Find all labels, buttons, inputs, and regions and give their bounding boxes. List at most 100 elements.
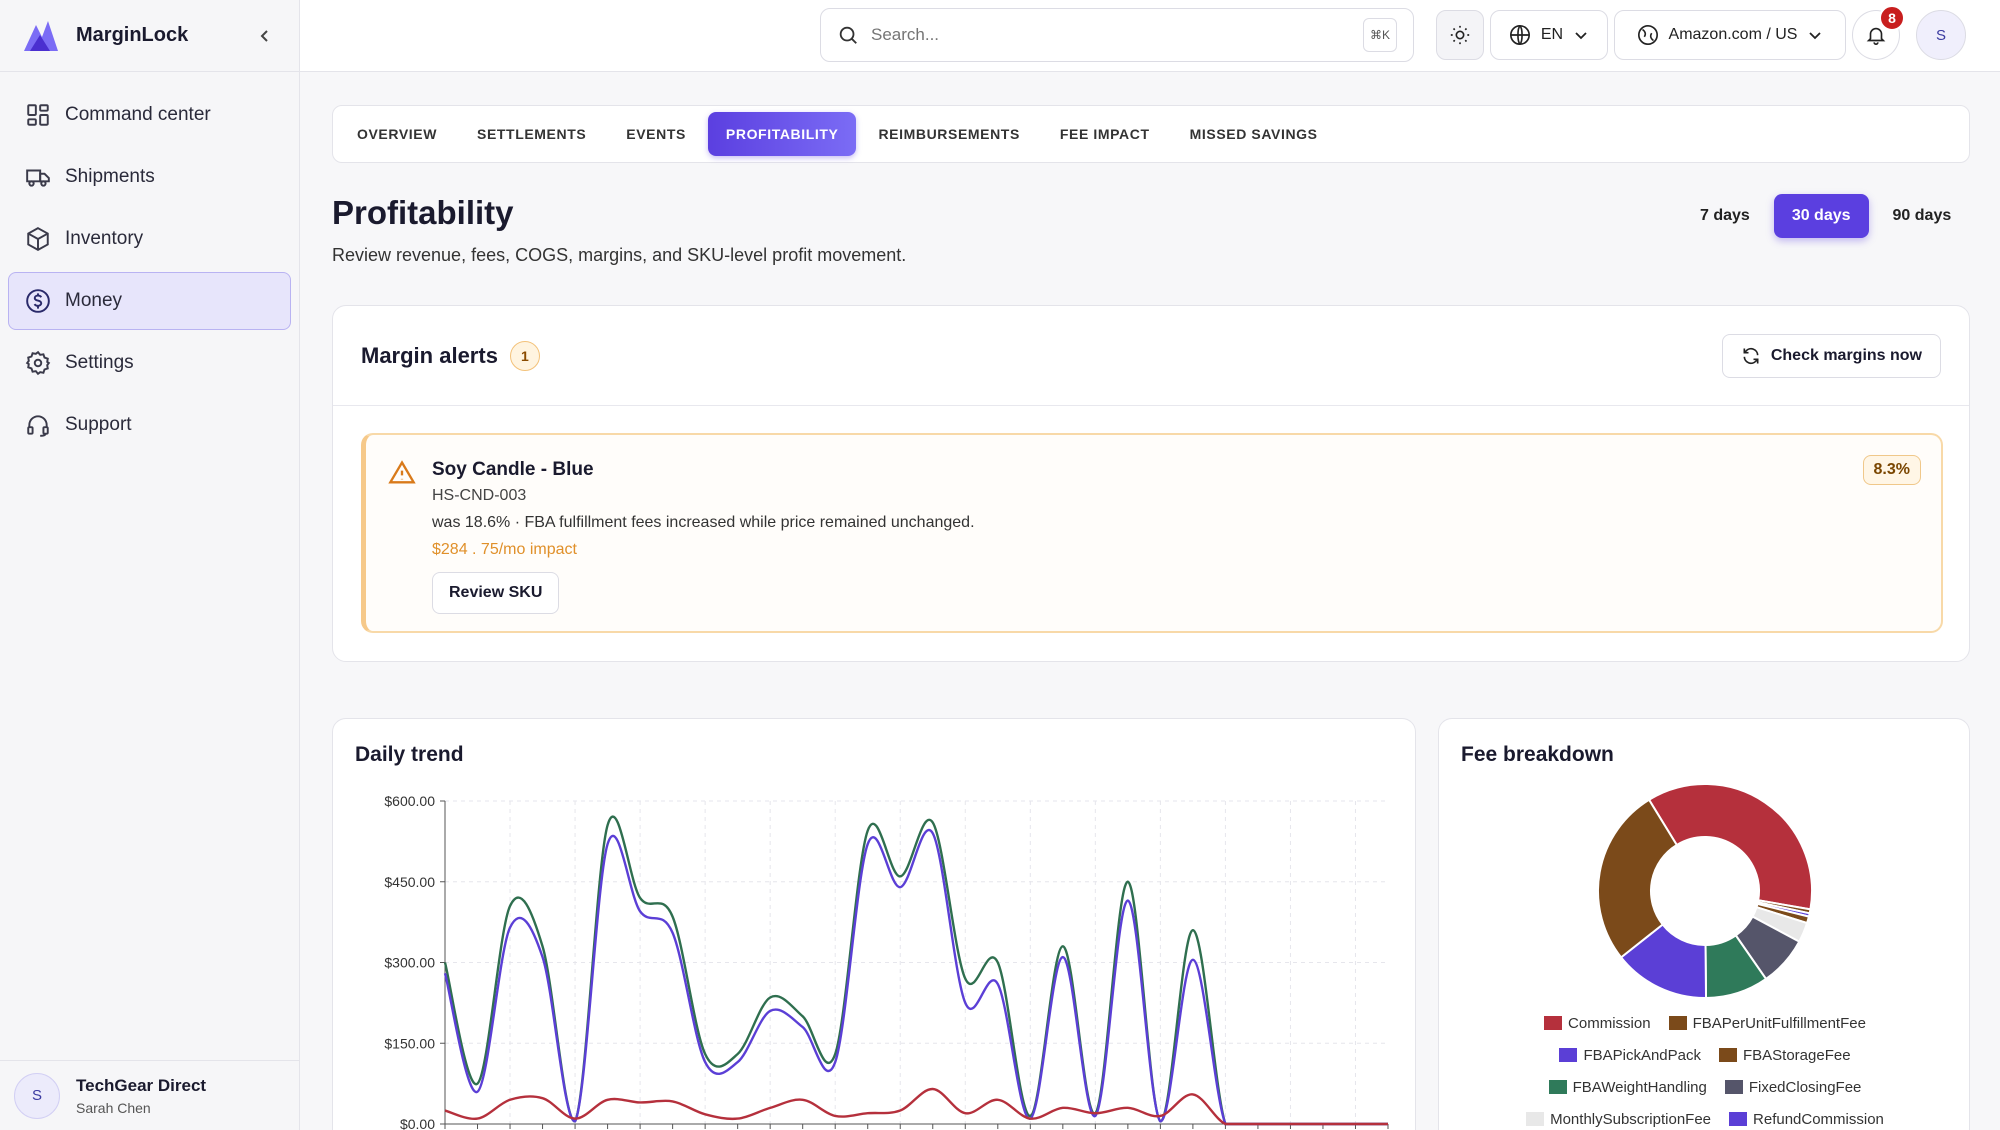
search-shortcut: ⌘K (1363, 18, 1397, 52)
legend-label: FBAWeightHandling (1572, 1078, 1707, 1096)
brand: MarginLock (0, 0, 299, 72)
gear-icon (25, 350, 51, 376)
y-tick-label: $150.00 (384, 1035, 435, 1051)
legend-item[interactable]: FixedClosingFee (1724, 1078, 1862, 1096)
sidebar-item-support[interactable]: Support (8, 396, 291, 454)
alert-product-sku: HS-CND-003 (432, 487, 527, 504)
sidebar-item-settings[interactable]: Settings (8, 334, 291, 392)
fee-breakdown-legend: Commission FBAPerUnitFulfillmentFee FBAPic… (1439, 1007, 1971, 1130)
review-sku-button[interactable]: Review SKU (432, 572, 560, 614)
legend-row: MonthlySubscriptionFee RefundCommission (1439, 1103, 1971, 1130)
globe-icon (1509, 25, 1530, 45)
margin-alerts-header: Margin alerts 1 Check margins now (333, 306, 1969, 406)
sidebar-item-shipments[interactable]: Shipments (8, 148, 291, 206)
chevron-down-icon (1809, 32, 1822, 40)
avatar: S (14, 1072, 60, 1119)
tab-settlements[interactable]: SETTLEMENTS (477, 126, 587, 142)
sidebar-item-label: Command center (65, 104, 211, 125)
money-tabs: OVERVIEW SETTLEMENTS EVENTS PROFITABILIT… (332, 105, 1970, 163)
legend-item[interactable]: FBAPickAndPack (1559, 1047, 1701, 1064)
alert-description: was 18.6% · FBA fulfillment fees increas… (432, 514, 975, 531)
legend-label: FBAPerUnitFulfillmentFee (1692, 1014, 1866, 1032)
donut-slice-fbastoragefee (1597, 798, 1679, 959)
range-30-days[interactable]: 30 days (1773, 194, 1869, 238)
topbar: ⌘K EN Amazon.com / US 8 S (300, 0, 2000, 72)
page-subtitle: Review revenue, fees, COGS, margins, and… (332, 245, 907, 265)
sidebar-item-label: Inventory (65, 228, 144, 249)
page-title: Profitability (332, 194, 514, 231)
legend-item[interactable]: FBAStorageFee (1718, 1047, 1851, 1064)
search-box[interactable]: ⌘K (820, 8, 1414, 62)
chevron-down-icon (1575, 32, 1587, 40)
legend-label: MonthlySubscriptionFee (1550, 1110, 1712, 1128)
alert-impact: $284 . 75/mo impact (432, 541, 577, 558)
tab-missed-savings[interactable]: MISSED SAVINGS (1189, 126, 1318, 142)
refresh-icon (1743, 347, 1759, 364)
tab-reimbursements[interactable]: REIMBURSEMENTS (878, 126, 1020, 142)
box-icon (27, 227, 49, 251)
user-menu-button[interactable]: S (1916, 10, 1966, 60)
account-org-name: TechGear Direct (76, 1075, 207, 1095)
date-range-selector: 7 days 30 days 90 days (1682, 194, 1969, 238)
legend-swatch (1724, 1080, 1743, 1094)
sidebar-item-command-center[interactable]: Command center (8, 86, 291, 144)
tab-fee-impact[interactable]: FEE IMPACT (1059, 126, 1150, 142)
daily-trend-card: Daily trend $0.00 $150.00 $300.00 $450.00 $6… (332, 718, 1416, 1130)
warning-icon (388, 459, 416, 487)
range-90-days[interactable]: 90 days (1892, 207, 1952, 224)
tab-events[interactable]: EVENTS (626, 126, 686, 142)
legend-item[interactable]: FBAWeightHandling (1548, 1078, 1707, 1096)
legend-swatch (1548, 1080, 1567, 1094)
check-margins-label: Check margins now (1770, 346, 1922, 364)
y-tick-label: $0.00 (400, 1116, 435, 1130)
theme-toggle-button[interactable] (1436, 10, 1484, 60)
app-name: MarginLock (76, 24, 189, 46)
legend-swatch (1668, 1016, 1687, 1030)
tab-profitability[interactable]: PROFITABILITY (707, 112, 857, 156)
daily-trend-chart: $0.00 $150.00 $300.00 $450.00 $600.00 (384, 793, 1389, 1130)
account-switcher[interactable]: S TechGear Direct Sarah Chen (0, 1060, 300, 1130)
legend-swatch (1559, 1048, 1578, 1062)
collapse-sidebar-button[interactable] (251, 22, 279, 50)
headset-icon (27, 415, 49, 437)
bell-icon (1866, 27, 1886, 45)
legend-row: FBAPickAndPack FBAStorageFee (1439, 1039, 1971, 1071)
alerts-count-badge: 1 (509, 340, 540, 371)
legend-item[interactable]: FBAPerUnitFulfillmentFee (1668, 1014, 1866, 1032)
sidebar-item-label: Settings (65, 352, 134, 373)
range-7-days[interactable]: 7 days (1700, 207, 1750, 224)
series-line-2 (444, 1087, 1388, 1126)
marketplace-value: Amazon.com / US (1668, 26, 1798, 43)
language-value: EN (1540, 26, 1564, 43)
legend-row: FBAWeightHandling FixedClosingFee (1439, 1071, 1971, 1103)
sidebar-item-money[interactable]: Money (8, 272, 291, 330)
sidebar-item-label: Money (65, 290, 123, 311)
grid-icon (27, 104, 49, 126)
legend-swatch (1544, 1016, 1563, 1030)
alert-margin-badge: 8.3% (1862, 455, 1921, 485)
legend-label: Commission (1568, 1014, 1651, 1032)
legend-label: FBAPickAndPack (1583, 1046, 1701, 1064)
sidebar: MarginLock Command center Shipments Inve… (0, 0, 300, 1130)
search-input[interactable] (871, 25, 1363, 45)
marginlock-logo-icon (24, 20, 58, 51)
alert-product-name: Soy Candle - Blue (432, 459, 594, 480)
marketplace-select[interactable]: Amazon.com / US (1614, 10, 1846, 60)
legend-item[interactable]: Commission (1544, 1015, 1651, 1032)
tab-overview[interactable]: OVERVIEW (357, 126, 438, 142)
language-select[interactable]: EN (1490, 10, 1608, 60)
dollar-icon (26, 289, 50, 313)
notifications-button[interactable]: 8 (1852, 5, 1905, 60)
check-margins-button[interactable]: Check margins now (1721, 333, 1941, 378)
legend-label: RefundCommission (1753, 1110, 1884, 1128)
notification-count-badge: 8 (1879, 5, 1905, 31)
legend-item[interactable]: MonthlySubscriptionFee (1526, 1111, 1711, 1128)
legend-label: FixedClosingFee (1748, 1078, 1862, 1096)
sidebar-item-inventory[interactable]: Inventory (8, 210, 291, 268)
sidebar-item-label: Shipments (65, 166, 155, 187)
legend-item[interactable]: RefundCommission (1729, 1111, 1884, 1128)
legend-swatch (1718, 1048, 1737, 1062)
series-line-0 (443, 815, 1388, 1126)
account-user-name: Sarah Chen (76, 1099, 151, 1116)
margin-alerts-card: Margin alerts 1 Check margins now Soy Ca… (332, 305, 1970, 662)
